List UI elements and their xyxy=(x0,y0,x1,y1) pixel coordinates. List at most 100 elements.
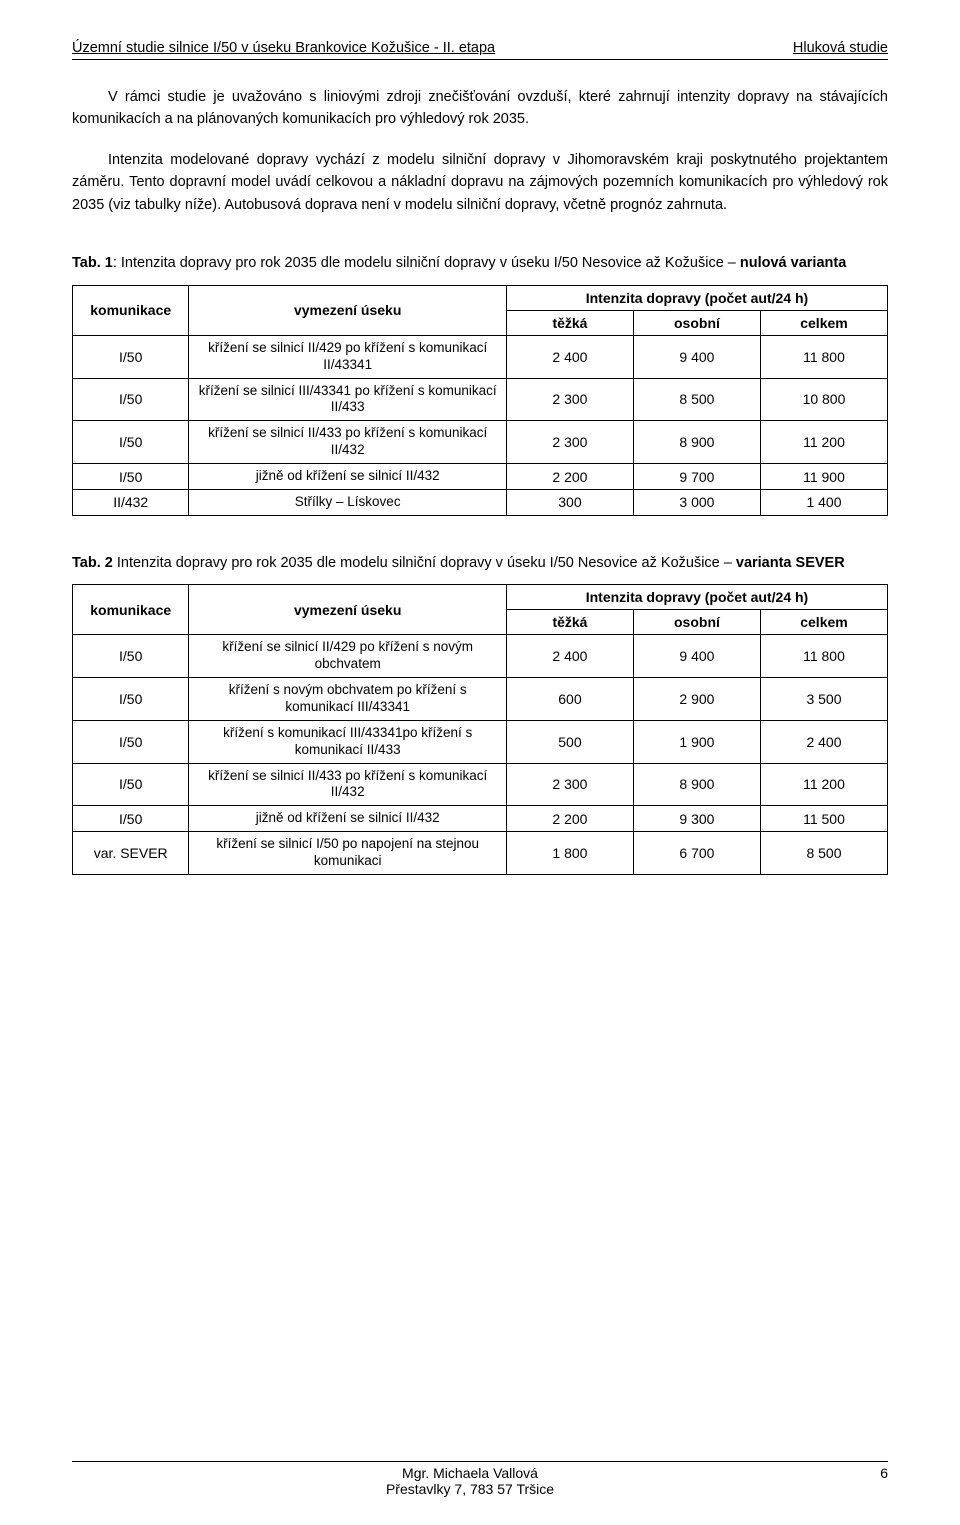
cell: I/50 xyxy=(73,806,189,832)
table1-caption: Tab. 1: Intenzita dopravy pro rok 2035 d… xyxy=(72,252,888,274)
table-row: I/50křížení s komunikací III/43341po kří… xyxy=(73,720,888,763)
table2-body: I/50křížení se silnicí II/429 po křížení… xyxy=(73,635,888,875)
cell: jižně od křížení se silnicí II/432 xyxy=(189,806,507,832)
cell: 3 500 xyxy=(760,678,887,721)
cell: 11 200 xyxy=(760,763,887,806)
cell: 9 400 xyxy=(633,335,760,378)
cell: 10 800 xyxy=(760,378,887,421)
cell: křížení se silnicí III/43341 po křížení … xyxy=(189,378,507,421)
table1-head: komunikace vymezení úseku Intenzita dopr… xyxy=(73,285,888,335)
cell: jižně od křížení se silnicí II/432 xyxy=(189,464,507,490)
th-vymezeni: vymezení úseku xyxy=(189,585,507,635)
table-row: I/50jižně od křížení se silnicí II/4322 … xyxy=(73,806,888,832)
cell: 1 900 xyxy=(633,720,760,763)
cell: I/50 xyxy=(73,678,189,721)
cell: 2 200 xyxy=(506,806,633,832)
cell: 8 500 xyxy=(760,832,887,875)
cell: 6 700 xyxy=(633,832,760,875)
cell: 11 200 xyxy=(760,421,887,464)
cell: var. SEVER xyxy=(73,832,189,875)
th-celkem: celkem xyxy=(760,310,887,335)
table-row: I/50křížení se silnicí II/433 po křížení… xyxy=(73,763,888,806)
cell: křížení se silnicí I/50 po napojení na s… xyxy=(189,832,507,875)
th-intenzita: Intenzita dopravy (počet aut/24 h) xyxy=(506,585,887,610)
cell: 11 800 xyxy=(760,635,887,678)
table2-head: komunikace vymezení úseku Intenzita dopr… xyxy=(73,585,888,635)
table-row: I/50jižně od křížení se silnicí II/4322 … xyxy=(73,464,888,490)
th-komunikace: komunikace xyxy=(73,585,189,635)
cell: I/50 xyxy=(73,763,189,806)
table-row: komunikace vymezení úseku Intenzita dopr… xyxy=(73,285,888,310)
cell: 11 900 xyxy=(760,464,887,490)
table1-body: I/50křížení se silnicí II/429 po křížení… xyxy=(73,335,888,515)
cell: 2 300 xyxy=(506,763,633,806)
table1-caption-tail: nulová varianta xyxy=(740,255,846,271)
cell: I/50 xyxy=(73,635,189,678)
th-tezka: těžká xyxy=(506,310,633,335)
cell: křížení se silnicí II/429 po křížení s k… xyxy=(189,335,507,378)
cell: 3 000 xyxy=(633,489,760,515)
cell: 500 xyxy=(506,720,633,763)
table-row: II/432Střílky – Lískovec3003 0001 400 xyxy=(73,489,888,515)
header-right: Hluková studie xyxy=(793,40,888,56)
cell: 8 900 xyxy=(633,763,760,806)
cell: křížení s novým obchvatem po křížení s k… xyxy=(189,678,507,721)
table2-caption-rest: Intenzita dopravy pro rok 2035 dle model… xyxy=(113,555,736,571)
th-celkem: celkem xyxy=(760,610,887,635)
cell: 2 400 xyxy=(506,335,633,378)
table-row: I/50křížení se silnicí II/429 po křížení… xyxy=(73,635,888,678)
table2-caption-tail: varianta SEVER xyxy=(736,555,845,571)
paragraph-1: V rámci studie je uvažováno s liniovými … xyxy=(72,86,888,131)
cell: 9 700 xyxy=(633,464,760,490)
cell: Střílky – Lískovec xyxy=(189,489,507,515)
cell: křížení se silnicí II/433 po křížení s k… xyxy=(189,421,507,464)
footer-page-number: 6 xyxy=(868,1465,888,1497)
cell: 2 200 xyxy=(506,464,633,490)
footer-author: Mgr. Michaela Vallová Přestavlky 7, 783 … xyxy=(72,1465,868,1497)
cell: I/50 xyxy=(73,464,189,490)
cell: 11 500 xyxy=(760,806,887,832)
cell: 1 800 xyxy=(506,832,633,875)
cell: 2 300 xyxy=(506,421,633,464)
cell: křížení se silnicí II/433 po křížení s k… xyxy=(189,763,507,806)
footer-name: Mgr. Michaela Vallová xyxy=(402,1465,538,1481)
th-osobni: osobní xyxy=(633,610,760,635)
cell: 1 400 xyxy=(760,489,887,515)
cell: I/50 xyxy=(73,335,189,378)
cell: I/50 xyxy=(73,378,189,421)
table2-caption-lead: Tab. 2 xyxy=(72,555,113,571)
th-tezka: těžká xyxy=(506,610,633,635)
cell: I/50 xyxy=(73,421,189,464)
table1-caption-rest: : Intenzita dopravy pro rok 2035 dle mod… xyxy=(113,255,740,271)
cell: křížení s komunikací III/43341po křížení… xyxy=(189,720,507,763)
header-left: Územní studie silnice I/50 v úseku Brank… xyxy=(72,40,495,56)
table-row: komunikace vymezení úseku Intenzita dopr… xyxy=(73,585,888,610)
table-row: I/50křížení se silnicí II/433 po křížení… xyxy=(73,421,888,464)
cell: 2 900 xyxy=(633,678,760,721)
cell: 600 xyxy=(506,678,633,721)
page-header: Územní studie silnice I/50 v úseku Brank… xyxy=(72,40,888,60)
cell: křížení se silnicí II/429 po křížení s n… xyxy=(189,635,507,678)
cell: I/50 xyxy=(73,720,189,763)
cell: 2 400 xyxy=(506,635,633,678)
th-osobni: osobní xyxy=(633,310,760,335)
cell: 11 800 xyxy=(760,335,887,378)
table2-caption: Tab. 2 Intenzita dopravy pro rok 2035 dl… xyxy=(72,552,888,574)
table-row: I/50křížení se silnicí II/429 po křížení… xyxy=(73,335,888,378)
cell: 2 400 xyxy=(760,720,887,763)
table-row: I/50křížení s novým obchvatem po křížení… xyxy=(73,678,888,721)
cell: 8 900 xyxy=(633,421,760,464)
footer-addr: Přestavlky 7, 783 57 Tršice xyxy=(386,1481,554,1497)
page-footer: Mgr. Michaela Vallová Přestavlky 7, 783 … xyxy=(72,1461,888,1497)
table2: komunikace vymezení úseku Intenzita dopr… xyxy=(72,584,888,875)
table1-caption-lead: Tab. 1 xyxy=(72,255,113,271)
cell: 2 300 xyxy=(506,378,633,421)
cell: 8 500 xyxy=(633,378,760,421)
cell: 9 400 xyxy=(633,635,760,678)
th-intenzita: Intenzita dopravy (počet aut/24 h) xyxy=(506,285,887,310)
th-komunikace: komunikace xyxy=(73,285,189,335)
paragraph-2: Intenzita modelované dopravy vychází z m… xyxy=(72,149,888,216)
cell: II/432 xyxy=(73,489,189,515)
table1: komunikace vymezení úseku Intenzita dopr… xyxy=(72,285,888,516)
cell: 300 xyxy=(506,489,633,515)
